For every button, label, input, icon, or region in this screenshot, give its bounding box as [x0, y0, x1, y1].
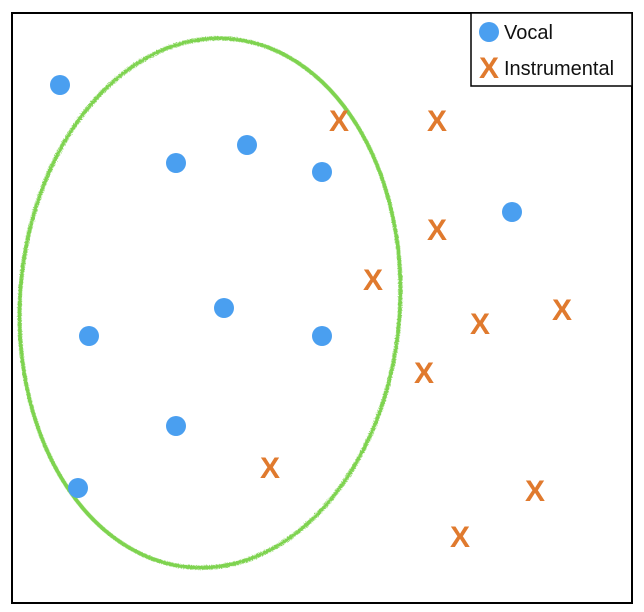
point-instrumental-10: X: [450, 521, 470, 554]
point-vocal-3: [237, 135, 257, 155]
point-vocal-6: [214, 298, 234, 318]
point-vocal-2: [166, 153, 186, 173]
point-instrumental-9: X: [525, 475, 545, 508]
plot-frame: [11, 12, 633, 604]
point-instrumental-5: X: [470, 308, 490, 341]
point-instrumental-7: X: [414, 357, 434, 390]
legend: Vocal X Instrumental: [470, 12, 633, 87]
annotation-layer: [17, 36, 403, 570]
point-instrumental-3: X: [427, 214, 447, 247]
point-vocal-1: [50, 75, 70, 95]
point-vocal-9: [166, 416, 186, 436]
point-instrumental-4: X: [363, 264, 383, 297]
legend-marker-instrumental: X: [479, 52, 499, 85]
point-vocal-4: [312, 162, 332, 182]
legend-box: [470, 12, 633, 87]
legend-label-vocal: Vocal: [504, 22, 553, 44]
points-layer: X X X X X X X X X X: [50, 75, 572, 554]
point-vocal-8: [312, 326, 332, 346]
point-instrumental-6: X: [552, 294, 572, 327]
cluster-ellipse: [17, 36, 403, 570]
point-vocal-10: [68, 478, 88, 498]
legend-label-instrumental: Instrumental: [504, 58, 614, 80]
point-instrumental-1: X: [329, 105, 349, 138]
point-instrumental-2: X: [427, 105, 447, 138]
point-vocal-7: [79, 326, 99, 346]
point-instrumental-8: X: [260, 452, 280, 485]
legend-marker-vocal: [479, 22, 499, 42]
point-vocal-5: [502, 202, 522, 222]
